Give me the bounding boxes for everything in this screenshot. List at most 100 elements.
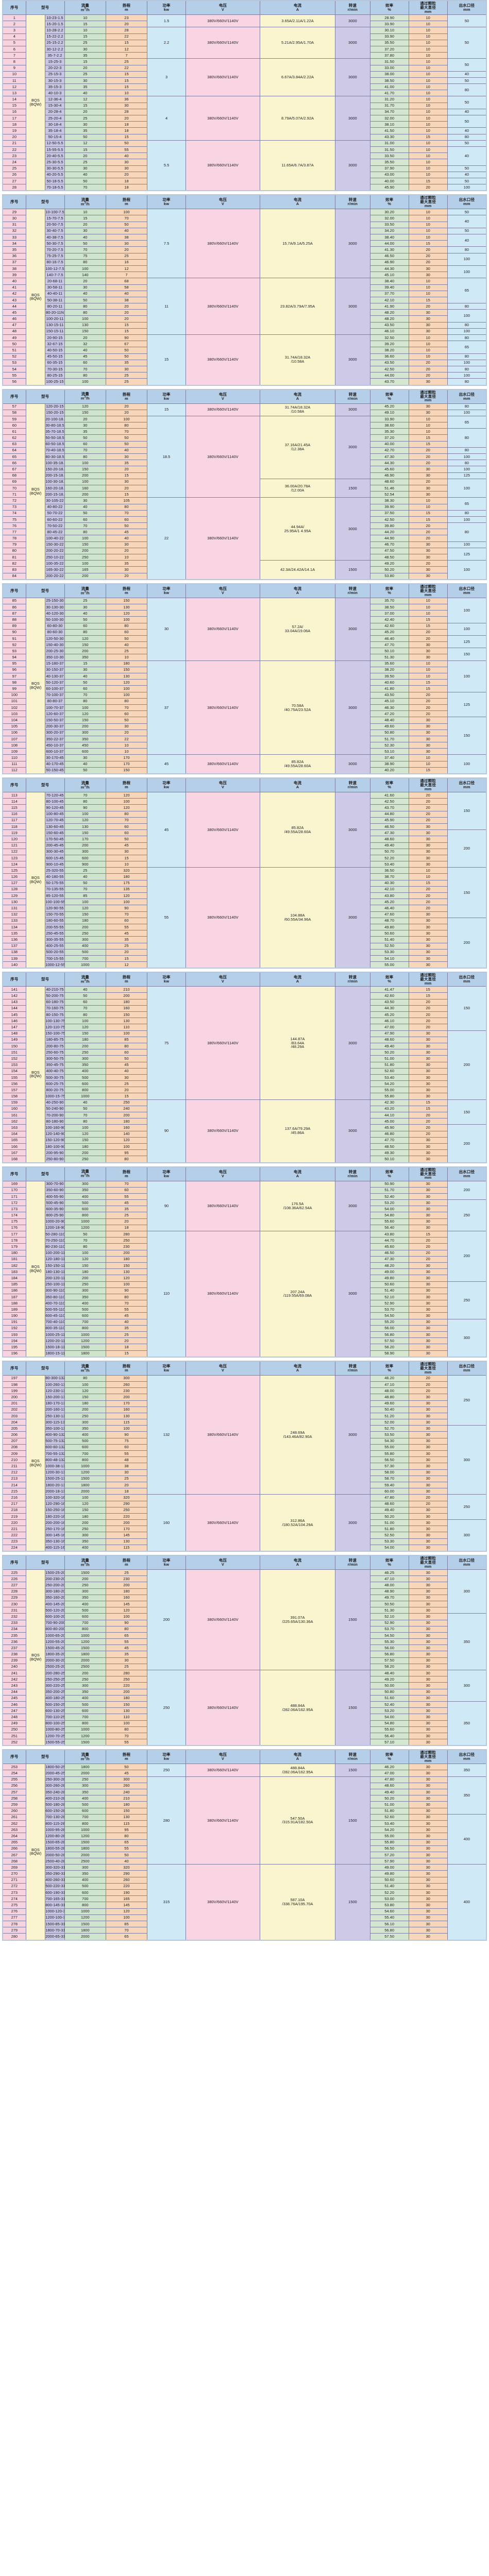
cell-particle-diameter: 30: [408, 1055, 448, 1062]
cell-outlet-diameter: 50: [447, 227, 487, 235]
cell-head: 35: [105, 560, 148, 567]
cell-serial-number: 89: [2, 622, 26, 630]
cell-head: 80: [105, 1625, 148, 1633]
col-header-outlet: 出水口径 mm: [447, 972, 487, 987]
cell-serial-number: 275: [2, 1902, 26, 1909]
cell-serial-number: 227: [2, 1582, 26, 1589]
cell-particle-diameter: 20: [408, 691, 448, 699]
cell-head: 100: [105, 1143, 148, 1150]
table-header-row: 序号 型号 流量 m3/h 扬程 m 功率 kw 电压 V 电流 A 转速 r/min 效率% 通过颗粒 最大直…: [2, 1361, 487, 1376]
cell-head: 160: [105, 1594, 148, 1601]
cell-particle-diameter: 20: [408, 1494, 448, 1501]
cell-flow: 30: [64, 77, 106, 84]
cell-flow: 30: [64, 754, 106, 761]
cell-head: 45: [105, 1645, 148, 1652]
col-header-outlet: 出水口径 mm: [447, 1555, 487, 1570]
cell-model: 25-20-4: [45, 114, 65, 122]
cell-model: 200-55-55: [45, 923, 65, 931]
cell-serial-number: 186: [2, 1287, 26, 1294]
cell-head: 130: [105, 1412, 148, 1420]
cell-particle-diameter: 10: [408, 21, 448, 28]
cell-model: 1800-15-110: [45, 1350, 65, 1358]
cell-model: 30-80-18.5: [45, 422, 65, 429]
cell-flow: 1000: [64, 961, 106, 969]
cell-particle-diameter: 15: [408, 177, 448, 185]
cell-model: 600-45-110: [45, 1312, 65, 1319]
col-header-speed: 转速 r/min: [335, 1166, 370, 1181]
cell-outlet-diameter: 50: [447, 165, 487, 172]
cell-speed: 1500: [335, 1569, 370, 1670]
cell-efficiency: 51.60: [369, 1694, 409, 1702]
cell-head: 20: [105, 729, 148, 736]
cell-serial-number: 249: [2, 1720, 26, 1727]
cell-flow: 100: [64, 899, 106, 906]
cell-model: 250-200-200: [45, 1582, 65, 1589]
cell-head: 150: [105, 1011, 148, 1019]
col-header-model: 型号: [25, 1361, 65, 1376]
cell-particle-diameter: 30: [408, 1845, 448, 1852]
cell-model: 100-40-22: [45, 535, 65, 542]
table-row: 69 100-30-18.5 100 30 36.00A/20.78A/12.00A 15…: [2, 478, 487, 498]
cell-outlet-diameter: 125: [447, 547, 487, 561]
cell-model: 300-180-200: [45, 1588, 65, 1595]
cell-speed: 3000: [335, 1099, 370, 1163]
cell-head: 50: [105, 434, 148, 442]
cell-particle-diameter: 30: [408, 1456, 448, 1464]
cell-head: 130: [105, 603, 148, 611]
cell-efficiency: 48.40: [369, 717, 409, 724]
cell-efficiency: 45.60: [369, 466, 409, 473]
cell-model: 500-220-315: [45, 1883, 65, 1890]
cell-efficiency: 46.90: [369, 259, 409, 266]
cell-head: 55: [105, 923, 148, 931]
cell-flow: 1800: [64, 1845, 106, 1852]
table-row: 161 70-200-90 70 200 44.10 20: [2, 1111, 486, 1119]
cell-serial-number: 237: [2, 1645, 26, 1652]
cell-model: 30-40-7.5: [45, 227, 65, 235]
cell-serial-number: 6: [2, 45, 26, 53]
cell-flow: 300: [64, 729, 106, 736]
cell-serial-number: 187: [2, 1293, 26, 1301]
table-header-row: 序号 型号 流量 m3/h 扬程 m 功率 kw 电压 V 电流 A 转速 r/min 效率% 通过颗粒 最大直…: [2, 1555, 487, 1570]
cell-efficiency: 53.30: [369, 1538, 409, 1545]
cell-serial-number: 64: [2, 447, 26, 454]
cell-head: 35: [105, 1325, 148, 1332]
cell-efficiency: 50.10: [369, 648, 409, 655]
col-header-current: 电流 A: [259, 1166, 336, 1181]
cell-head: 18: [105, 127, 148, 134]
cell-flow: 100: [64, 460, 106, 467]
cell-efficiency: 34.20: [369, 227, 409, 235]
table-row: 172 500-45-90 500 45 53.20 30 250: [2, 1199, 487, 1231]
cell-flow: 800: [64, 1212, 106, 1219]
cell-head: 50: [105, 440, 148, 448]
cell-flow: 2000: [64, 1657, 106, 1664]
cell-particle-diameter: 30: [408, 1795, 448, 1802]
cell-flow: 300: [64, 936, 106, 943]
cell-particle-diameter: 20: [408, 998, 448, 1006]
cell-flow: 800: [64, 1625, 106, 1633]
cell-head: 250: [105, 1099, 148, 1106]
cell-head: 180: [105, 1256, 148, 1263]
table-row: 6 30-12-2.2 30 12 37.20 10: [2, 45, 486, 53]
cell-model: 150-50-37: [45, 717, 65, 724]
table-row: 49 20-90-15 20 90 15 380V/660V/1140V 31.74A/18…: [2, 334, 487, 385]
cell-serial-number: 39: [2, 272, 26, 279]
cell-efficiency: 46.20: [369, 1375, 409, 1382]
cell-head: 10: [105, 861, 148, 868]
cell-head: 40: [105, 1067, 148, 1075]
cell-flow: 1800: [64, 1927, 106, 1934]
cell-outlet-diameter: 80: [447, 460, 487, 467]
cell-voltage: 380V/660V/1140V: [186, 415, 260, 498]
cell-serial-number: 247: [2, 1707, 26, 1715]
cell-efficiency: 43.50: [369, 691, 409, 699]
cell-serial-number: 130: [2, 899, 26, 906]
cell-flow: 400: [64, 1300, 106, 1307]
cell-particle-diameter: 30: [408, 1337, 448, 1345]
cell-particle-diameter: 30: [408, 1600, 448, 1608]
cell-head: 50: [105, 353, 148, 360]
cell-efficiency: 36.60: [369, 353, 409, 360]
cell-head: 180: [105, 873, 148, 880]
cell-flow: 130: [64, 321, 106, 329]
table-row: 234 800-80-200 800 80 53.70 30: [2, 1625, 486, 1633]
cell-outlet-diameter: 200: [447, 1180, 487, 1200]
